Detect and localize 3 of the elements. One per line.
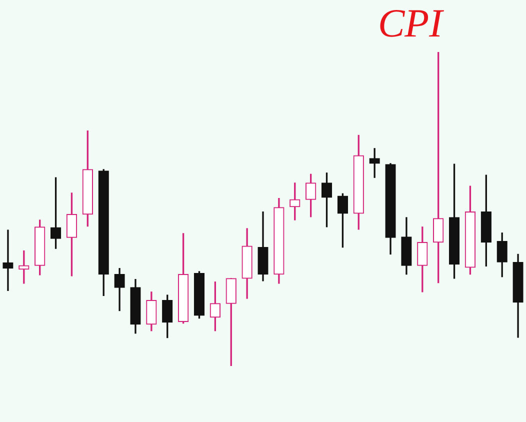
text: CPI [378, 0, 444, 46]
candlestick [369, 148, 380, 178]
candlestick [2, 230, 14, 291]
